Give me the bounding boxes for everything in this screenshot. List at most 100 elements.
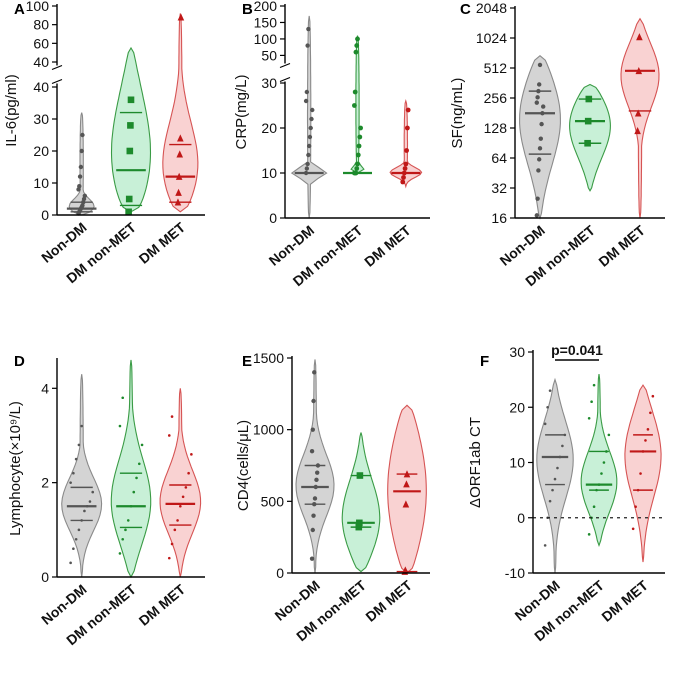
axis-break-gap [281,63,291,82]
data-point [72,471,75,475]
data-point [74,537,78,541]
y-tick-label: 2 [41,475,49,491]
data-point [639,472,642,475]
violin-green [343,35,372,176]
y-axis-label: ΔORF1ab CT [467,417,484,508]
violin-body [110,359,152,579]
violin-grey [519,54,561,220]
data-point [354,166,360,171]
data-point [539,121,544,127]
data-point [355,36,360,42]
data-point [304,166,310,171]
data-point [118,424,122,428]
data-point [304,89,310,95]
data-point [124,528,127,532]
violin-body [295,359,335,574]
data-point [190,453,193,456]
data-point [69,561,72,565]
y-tick-label: 30 [33,111,49,127]
category-label: DM MET [136,581,189,629]
data-point [537,82,542,87]
data-point [548,499,552,503]
panel-label: F [480,353,489,370]
violin-body [620,17,660,219]
violin-red [624,384,662,563]
violin-body [341,432,381,573]
data-point [405,107,411,113]
data-point [167,434,171,437]
y-tick-label: 30 [261,75,277,91]
data-point [536,168,541,173]
p-value-label: p=0.041 [551,342,603,358]
data-point [541,104,546,109]
panel-label: E [242,353,252,370]
violin-body [536,377,574,574]
data-point [402,166,408,171]
y-tick-label: 0 [517,510,525,526]
data-point [402,500,410,508]
data-point [590,400,593,404]
data-point [309,448,315,454]
data-point [184,486,188,489]
data-point [125,195,133,203]
data-point [357,134,363,140]
violin-body [61,374,103,578]
data-point [80,132,85,138]
y-axis-label: SF(ng/mL) [449,78,466,149]
axis-break-mark [279,62,291,69]
data-point [400,179,406,185]
data-point [69,481,72,484]
data-point [176,150,184,158]
data-point [352,89,358,95]
data-point [315,470,320,475]
data-point [535,196,540,201]
data-point [649,411,652,415]
violin-green [569,83,611,192]
y-tick-label: 4 [41,380,49,396]
y-tick-label: 64 [491,150,507,166]
axis-break-mark [51,64,63,71]
y-tick-label: 40 [33,54,49,70]
data-point [312,370,317,375]
data-point [82,193,88,198]
data-point [587,533,591,536]
y-tick-label: 60 [33,35,49,51]
data-point [121,537,125,541]
data-point [306,152,311,158]
data-point [311,398,316,404]
data-point [309,116,314,122]
data-point [176,519,179,522]
data-point [634,109,642,117]
data-point [634,505,637,509]
data-point [537,157,542,162]
panel-label: A [14,1,25,18]
data-point [173,528,177,532]
data-point [592,505,596,509]
y-tick-label: 80 [33,17,49,33]
data-point [355,152,361,158]
data-point [310,107,315,113]
data-point [354,43,360,48]
y-tick-label: 2048 [476,0,507,16]
data-point [74,457,78,461]
y-tick-label: 20 [33,143,49,159]
axis-break-gap [53,65,63,84]
data-point [548,389,552,392]
data-point [79,148,84,154]
data-point [401,175,406,180]
violin-red [620,17,660,219]
violin-body [162,13,199,213]
data-point [179,504,182,508]
violin-grey [290,15,328,219]
y-tick-label: 0 [269,210,277,226]
y-tick-label: 100 [254,31,278,47]
data-point [353,49,359,55]
data-point [543,422,547,426]
data-point [537,62,543,68]
violin-body [68,112,95,216]
data-point [83,509,86,513]
data-point [309,556,315,561]
category-label: DM MET [598,577,651,625]
data-point [553,477,557,481]
